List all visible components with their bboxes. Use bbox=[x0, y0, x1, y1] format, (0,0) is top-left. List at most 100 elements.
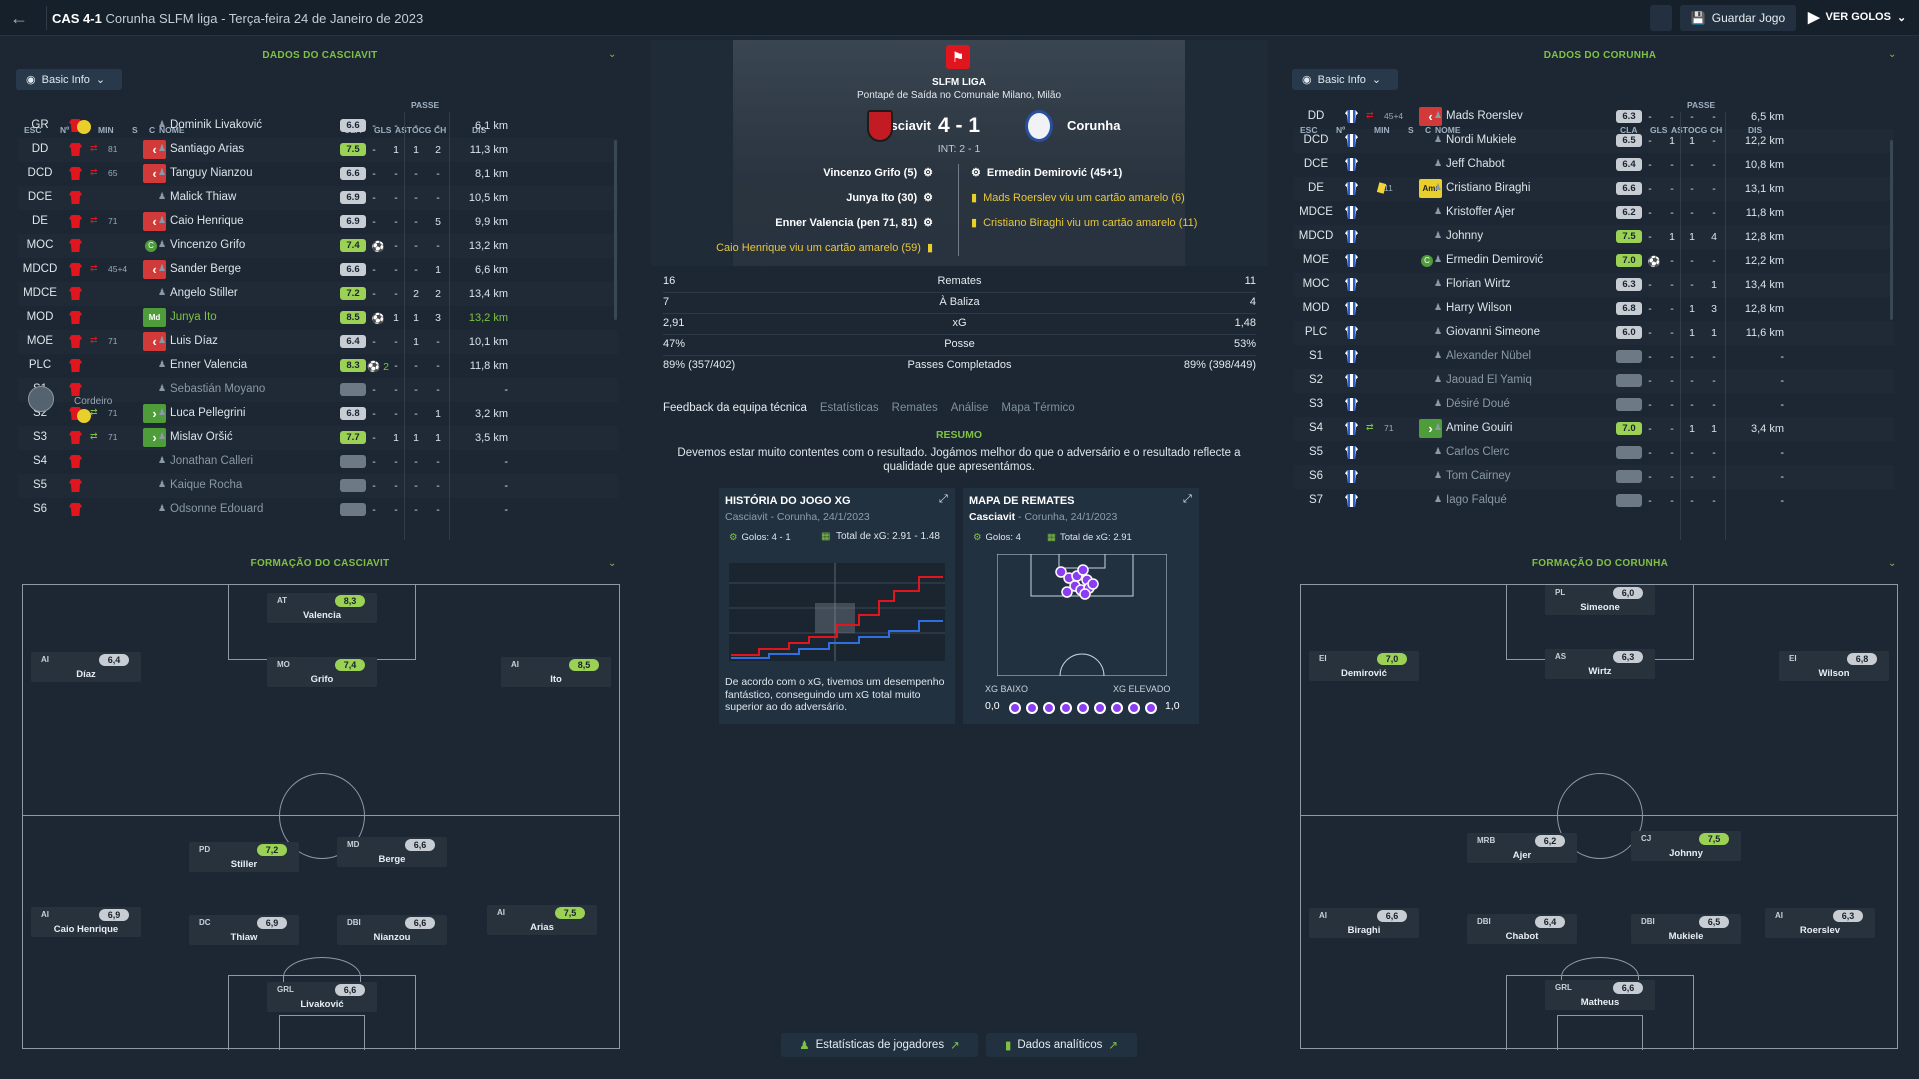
formation-player-card[interactable]: DBI 6,5 Mukiele bbox=[1631, 914, 1741, 944]
player-name[interactable]: Iago Falqué bbox=[1446, 494, 1507, 506]
sub-out-button[interactable]: ‹ bbox=[1419, 107, 1442, 126]
formation-player-card[interactable]: AI 6,6 Biraghi bbox=[1309, 908, 1419, 938]
col-header-min[interactable]: MIN bbox=[98, 125, 114, 135]
table-row[interactable]: GR ♟ Dominik Livaković 6.6- - - -6,1 km bbox=[18, 114, 618, 138]
table-row[interactable]: MDCE ♟ Kristoffer Ajer 6.2- - - -11,8 km bbox=[1294, 201, 1894, 225]
player-name[interactable]: Vincenzo Grifo bbox=[170, 239, 246, 251]
table-row[interactable]: S3 71 ⇄ › ♟ Mislav Oršić 7.7- 1 1 1 3,5 km bbox=[18, 426, 618, 450]
player-name[interactable]: Kaique Rocha bbox=[170, 479, 243, 491]
formation-player-card[interactable]: AI 6,4 Díaz bbox=[31, 652, 141, 682]
player-name[interactable]: Florian Wirtz bbox=[1446, 278, 1511, 290]
col-header-n[interactable]: Nº bbox=[1336, 125, 1346, 135]
col-header-nome[interactable]: NOME bbox=[1435, 125, 1461, 135]
sub-in-button[interactable]: › bbox=[1419, 419, 1442, 438]
table-row[interactable]: S4 ♟ Jonathan Calleri - - - - - - bbox=[18, 450, 618, 474]
col-header-ch[interactable]: CH bbox=[1710, 125, 1723, 135]
player-name[interactable]: Carlos Clerc bbox=[1446, 446, 1510, 458]
player-name[interactable]: Harry Wilson bbox=[1446, 302, 1512, 314]
col-header-ocg[interactable]: OCG bbox=[412, 125, 432, 135]
save-game-button[interactable]: 💾 Guardar Jogo bbox=[1680, 5, 1796, 31]
table-row[interactable]: DD 45+4 ⇄ ‹ ♟ Mads Roerslev 6.3- - - -6,5 km bbox=[1294, 105, 1894, 129]
table-row[interactable]: MOC ♟ Vincenzo Grifo C 7.4 ⚽ - - -13,2 km bbox=[18, 234, 618, 258]
table-row[interactable]: MDCD 45+4 ⇄ ‹ ♟ Sander Berge 6.6- - -1 6,6 km bbox=[18, 258, 618, 282]
col-header-gls[interactable]: GLS bbox=[374, 125, 392, 135]
home-basic-info-dropdown[interactable]: ◉ Basic Info ⌄ bbox=[16, 69, 122, 90]
view-goals-button[interactable]: ▶ VER GOLOS ⌄ bbox=[1808, 8, 1906, 26]
table-row[interactable]: S2 ♟ Jaouad El Yamiq - - - - - - bbox=[1294, 369, 1894, 393]
player-name[interactable]: Odsonne Edouard bbox=[170, 503, 264, 515]
tab-feedback-da-equipa-t-cnica[interactable]: Feedback da equipa técnica bbox=[663, 402, 807, 414]
player-stats-button[interactable]: ♟ Estatísticas de jogadores ↗ bbox=[781, 1033, 978, 1057]
table-row[interactable]: S5 ♟ Carlos Clerc - - - - - - bbox=[1294, 441, 1894, 465]
formation-player-card[interactable]: AT 8,3 Valencia bbox=[267, 593, 377, 623]
col-header-c[interactable]: C bbox=[1425, 125, 1432, 135]
player-name[interactable]: Tom Cairney bbox=[1446, 470, 1511, 482]
formation-player-card[interactable]: EI 7,0 Demirović bbox=[1309, 651, 1419, 681]
shot-map-card[interactable]: MAPA DE REMATES ⤢ Casciavit - Corunha, 2… bbox=[963, 488, 1199, 724]
player-name[interactable]: Alexander Nübel bbox=[1446, 350, 1532, 362]
table-row[interactable]: DE 71 ⇄ ‹ ♟ Caio Henrique 6.9- - -5 9,9 km bbox=[18, 210, 618, 234]
table-row[interactable]: S5 ♟ Kaique Rocha - - - - - - bbox=[18, 474, 618, 498]
player-name[interactable]: Jeff Chabot bbox=[1446, 158, 1505, 170]
col-header-esc[interactable]: ESC bbox=[24, 125, 42, 135]
player-name[interactable]: Malick Thiaw bbox=[170, 191, 237, 203]
collapse-chevron-icon[interactable]: ⌄ bbox=[608, 49, 617, 60]
table-row[interactable]: S4 71 ⇄ › ♟ Amine Gouiri 7.0- -1 1 3,4 km bbox=[1294, 417, 1894, 441]
col-header-gls[interactable]: GLS bbox=[1650, 125, 1668, 135]
col-header-ocg[interactable]: OCG bbox=[1688, 125, 1708, 135]
formation-player-card[interactable]: MRB 6,2 Ajer bbox=[1467, 833, 1577, 863]
analytics-button[interactable]: ▮ Dados analíticos ↗ bbox=[986, 1033, 1137, 1057]
expand-icon[interactable]: ⤢ bbox=[1183, 493, 1192, 505]
formation-player-card[interactable]: MD 6,6 Berge bbox=[337, 837, 447, 867]
col-header-dis[interactable]: DIS bbox=[1748, 125, 1763, 135]
table-row[interactable]: MOE 71 ⇄ ‹ ♟ Luis Díaz 6.4- -1-10,1 km bbox=[18, 330, 618, 354]
player-name[interactable]: Kristoffer Ajer bbox=[1446, 206, 1515, 218]
scrollbar[interactable] bbox=[614, 140, 617, 320]
table-row[interactable]: S6 ♟ Tom Cairney - - - - - - bbox=[1294, 465, 1894, 489]
formation-player-card[interactable]: AS 6,3 Wirtz bbox=[1545, 649, 1655, 679]
back-arrow-icon[interactable]: ← bbox=[10, 8, 28, 28]
sub-out-button[interactable]: ‹ bbox=[143, 332, 166, 351]
col-header-n[interactable]: Nº bbox=[60, 125, 70, 135]
player-name[interactable]: Luis Díaz bbox=[170, 335, 218, 347]
scrollbar[interactable] bbox=[1890, 140, 1893, 320]
player-name[interactable]: Désiré Doué bbox=[1446, 398, 1510, 410]
player-name[interactable]: Mislav Oršić bbox=[170, 431, 233, 443]
player-name[interactable]: Caio Henrique bbox=[170, 215, 244, 227]
formation-player-card[interactable]: GRL 6,6 Livaković bbox=[267, 982, 377, 1012]
col-header-esc[interactable]: ESC bbox=[1300, 125, 1318, 135]
table-row[interactable]: PLC ♟ Giovanni Simeone 6.0- -1 1 11,6 km bbox=[1294, 321, 1894, 345]
table-row[interactable]: DCE ♟ Malick Thiaw 6.9- - - -10,5 km bbox=[18, 186, 618, 210]
player-name[interactable]: Luca Pellegrini bbox=[170, 407, 246, 419]
player-name[interactable]: Santiago Arias bbox=[170, 143, 245, 155]
formation-player-card[interactable]: PD 7,2 Stiller bbox=[189, 842, 299, 872]
formation-player-card[interactable]: AI 7,5 Arias bbox=[487, 905, 597, 935]
expand-icon[interactable]: ⤢ bbox=[939, 493, 948, 505]
player-name[interactable]: Tanguy Nianzou bbox=[170, 167, 253, 179]
player-name[interactable]: Mads Roerslev bbox=[1446, 110, 1523, 122]
tab-an-lise[interactable]: Análise bbox=[950, 402, 989, 414]
tab-remates[interactable]: Remates bbox=[891, 402, 938, 414]
formation-player-card[interactable]: GRL 6,6 Matheus bbox=[1545, 980, 1655, 1010]
player-name[interactable]: Dominik Livaković bbox=[170, 119, 263, 131]
table-row[interactable]: S6 ♟ Odsonne Edouard - - - - - - bbox=[18, 498, 618, 522]
formation-player-card[interactable]: AI 8,5 Ito bbox=[501, 657, 611, 687]
sub-out-button[interactable]: ‹ bbox=[143, 260, 166, 279]
player-name[interactable]: Angelo Stiller bbox=[170, 287, 238, 299]
formation-player-card[interactable]: PL 6,0 Simeone bbox=[1545, 585, 1655, 615]
player-name[interactable]: Jonathan Calleri bbox=[170, 455, 254, 467]
player-name[interactable]: Sander Berge bbox=[170, 263, 241, 275]
table-row[interactable]: MOC ♟ Florian Wirtz 6.3- - -1 13,4 km bbox=[1294, 273, 1894, 297]
sub-out-button[interactable]: ‹ bbox=[143, 140, 166, 159]
formation-player-card[interactable]: AI 6,9 Caio Henrique bbox=[31, 907, 141, 937]
formation-player-card[interactable]: MO 7,4 Grifo bbox=[267, 657, 377, 687]
player-name[interactable]: Nordi Mukiele bbox=[1446, 134, 1517, 146]
col-header-c[interactable]: C bbox=[149, 125, 156, 135]
formation-player-card[interactable]: EI 6,8 Wilson bbox=[1779, 651, 1889, 681]
col-header-ast[interactable]: AST bbox=[395, 125, 412, 135]
table-row[interactable]: DCE ♟ Jeff Chabot 6.4- - - -10,8 km bbox=[1294, 153, 1894, 177]
xg-history-card[interactable]: HISTÓRIA DO JOGO XG ⤢ Casciavit - Corunh… bbox=[719, 488, 955, 724]
menu-button[interactable] bbox=[1650, 5, 1672, 31]
collapse-chevron-icon[interactable]: ⌄ bbox=[1888, 558, 1897, 569]
